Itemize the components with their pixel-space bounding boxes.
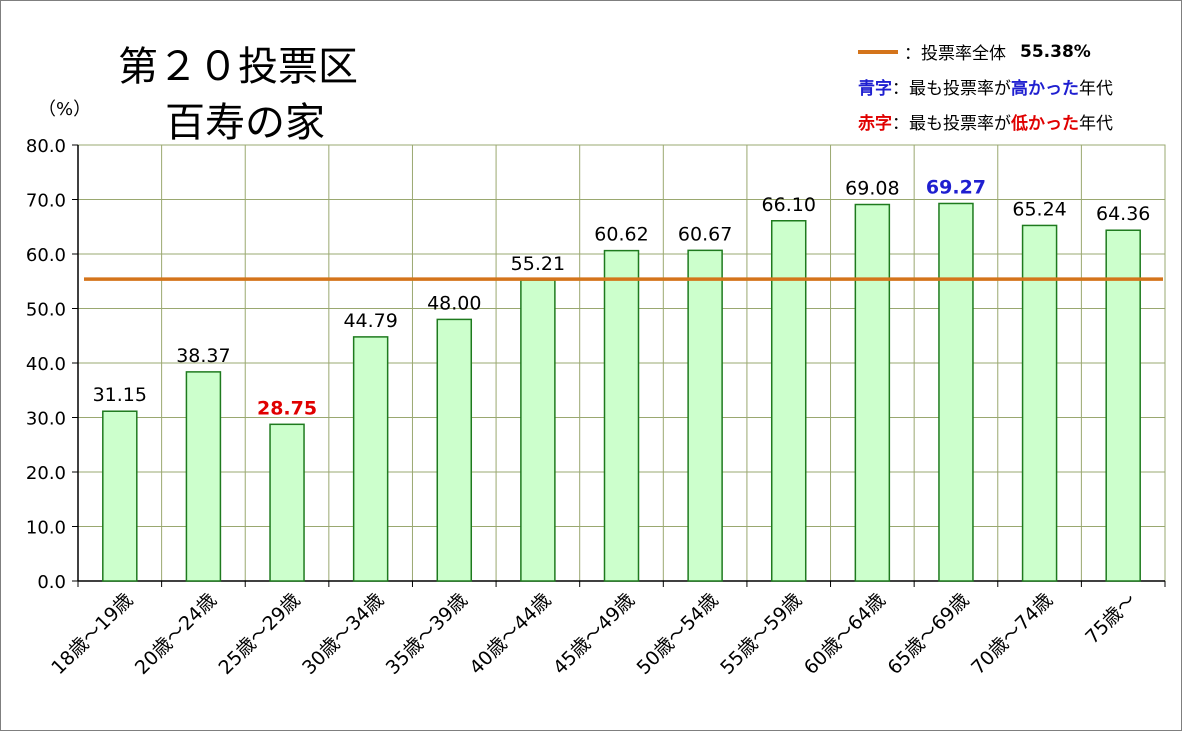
bar-20歳～24歳 (185, 371, 222, 582)
bar-45歳～49歳 (603, 249, 640, 582)
x-tick-label: 25歳～29歳 (215, 589, 305, 679)
y-tick-label: 80.0 (26, 136, 66, 157)
x-tick-label: 65歳～69歳 (883, 589, 973, 679)
x-tick-label: 50歳～54歳 (633, 589, 723, 679)
data-label: 44.79 (343, 310, 397, 332)
legend-high-row: 青字 ：最も投票率が 高かった 年代 (858, 69, 1113, 104)
legend-red-pre: ：最も投票率が (892, 114, 1011, 134)
x-tick-label: 45歳～49歳 (549, 589, 639, 679)
x-tick-label: 18歳～19歳 (47, 589, 137, 679)
bar-18歳～19歳 (102, 410, 138, 582)
y-tick-label: 40.0 (26, 354, 66, 375)
legend-red-post: 年代 (1079, 114, 1113, 134)
data-label: 66.10 (762, 194, 816, 216)
data-label: 48.00 (427, 292, 481, 314)
x-tick-label: 30歳～34歳 (298, 589, 388, 679)
y-tick-label: 70.0 (26, 191, 66, 212)
x-tick-label: 55歳～59歳 (716, 589, 806, 679)
y-tick-label: 30.0 (26, 409, 66, 430)
bar-75歳～ (1105, 229, 1141, 582)
data-label: 31.15 (93, 384, 147, 406)
y-tick-label: 0.0 (37, 572, 66, 593)
x-tick-label: 75歳～ (1081, 589, 1141, 649)
y-tick-label: 50.0 (26, 300, 66, 321)
legend: ：投票率全体 55.38% 青字 ：最も投票率が 高かった 年代 赤字 ：最も投… (858, 34, 1113, 139)
data-label: 60.67 (678, 223, 732, 245)
x-tick-label: 60歳～64歳 (800, 589, 890, 679)
chart-title-line2: 百寿の家 (165, 100, 325, 146)
chart-title-line1: 第２０投票区 (118, 44, 358, 90)
data-label: 55.21 (511, 253, 565, 275)
y-axis-unit: （%） (38, 99, 92, 120)
data-label: 60.62 (594, 224, 648, 246)
data-label: 38.37 (176, 345, 230, 367)
legend-blue-word: 高かった (1011, 79, 1079, 99)
x-tick-label: 70歳～74歳 (967, 589, 1057, 679)
x-tick-label: 40歳～44歳 (465, 589, 555, 679)
bar-50歳～54歳 (687, 249, 723, 582)
legend-average-text: ：投票率全体 (904, 44, 1006, 64)
legend-blue-label: 青字 (858, 79, 892, 99)
data-label: 64.36 (1096, 203, 1150, 225)
bar-70歳～74歳 (1021, 224, 1058, 582)
bar-55歳～59歳 (770, 220, 807, 582)
data-label: 69.27 (926, 176, 986, 198)
legend-average-value: 55.38% (1020, 41, 1091, 62)
legend-red-word: 低かった (1011, 114, 1079, 134)
bar-65歳～69歳 (938, 202, 974, 582)
average-line-swatch (858, 49, 898, 54)
data-label: 69.08 (845, 178, 899, 200)
legend-blue-post: 年代 (1079, 79, 1113, 99)
data-label: 28.75 (257, 397, 317, 419)
legend-average-row: ：投票率全体 55.38% (858, 34, 1113, 69)
bar-30歳～34歳 (352, 336, 389, 582)
legend-blue-pre: ：最も投票率が (892, 79, 1011, 99)
legend-red-label: 赤字 (858, 114, 892, 134)
bar-40歳～44歳 (520, 279, 556, 582)
x-tick-label: 35歳～39歳 (382, 589, 472, 679)
bar-35歳～39歳 (436, 318, 473, 582)
bar-25歳～29歳 (269, 423, 305, 582)
data-label: 65.24 (1012, 198, 1066, 220)
x-tick-label: 20歳～24歳 (131, 589, 221, 679)
y-tick-label: 60.0 (26, 245, 66, 266)
bar-60歳～64歳 (854, 203, 891, 582)
y-tick-label: 20.0 (26, 463, 66, 484)
legend-low-row: 赤字 ：最も投票率が 低かった 年代 (858, 104, 1113, 139)
y-tick-label: 10.0 (26, 518, 66, 539)
